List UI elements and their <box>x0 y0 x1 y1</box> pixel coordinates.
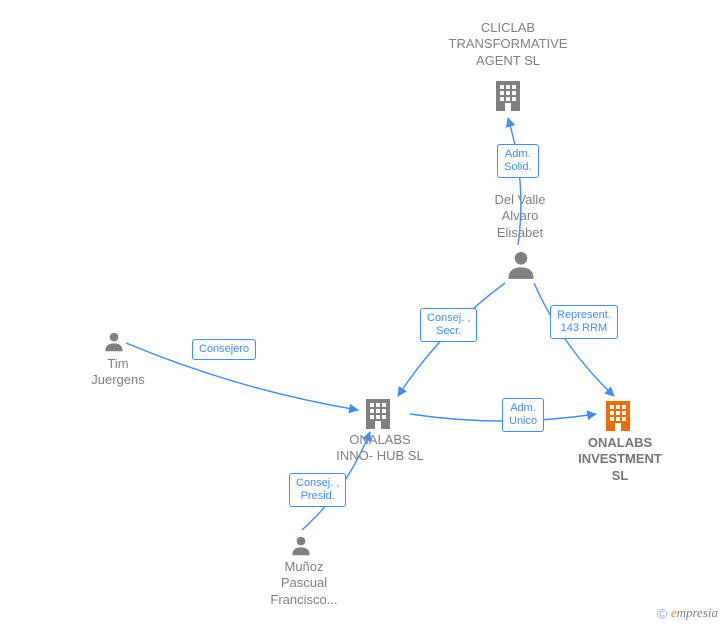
edge-label: Consejero <box>192 339 256 360</box>
edge-label: Adm. Solid. <box>497 144 539 178</box>
diagram-canvas: CLICLAB TRANSFORMATIVE AGENT SL Del Vall… <box>0 0 728 630</box>
watermark: © empresia <box>657 605 718 622</box>
building-icon[interactable] <box>360 396 396 437</box>
building-icon[interactable] <box>490 78 526 119</box>
person-icon[interactable] <box>103 330 125 357</box>
watermark-rest: mpresia <box>677 605 718 620</box>
copyright-icon: © <box>657 606 667 622</box>
person-icon[interactable] <box>505 248 537 285</box>
node-label-cliclab[interactable]: CLICLAB TRANSFORMATIVE AGENT SL <box>428 20 588 69</box>
edge-label: Consej. , Presid. <box>289 473 346 507</box>
edge-label: Consej. , Secr. <box>420 308 477 342</box>
edge-line <box>534 283 614 396</box>
edge-label: Adm. Unico <box>502 398 544 432</box>
node-label-munoz[interactable]: Muñoz Pascual Francisco... <box>244 559 364 608</box>
building-icon[interactable] <box>600 398 636 439</box>
node-label-onalabs_inno[interactable]: ONALABS INNO- HUB SL <box>310 432 450 465</box>
node-label-delvalle[interactable]: Del Valle Alvaro Elisabet <box>460 192 580 241</box>
edges-layer <box>0 0 728 630</box>
node-label-onalabs_inv[interactable]: ONALABS INVESTMENT SL <box>560 435 680 484</box>
node-label-tim[interactable]: Tim Juergens <box>68 356 168 389</box>
person-icon[interactable] <box>290 534 312 561</box>
edge-label: Represent. 143 RRM <box>550 305 618 339</box>
